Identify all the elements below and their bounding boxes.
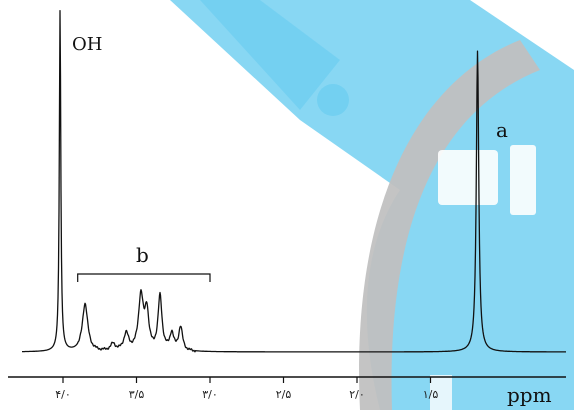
x-tick-label: ۱/۵	[423, 388, 439, 401]
x-tick-label: ۲/۵	[276, 388, 292, 401]
x-tick-label: ۴/۰	[55, 388, 71, 401]
spectrum-trace	[21, 9, 567, 353]
watermark-gray-arc	[359, 40, 540, 410]
peak-label-oh: OH	[72, 34, 102, 55]
peak-label-a: a	[496, 118, 508, 142]
x-axis-ticks: ۴/۰ ۳/۵ ۳/۰ ۲/۵ ۲/۰ ۱/۵	[55, 377, 438, 401]
group-label-b: b	[136, 243, 149, 267]
x-tick-label: ۲/۰	[349, 388, 365, 401]
watermark-logo	[170, 0, 574, 410]
watermark-glyph-bar-2	[510, 145, 536, 215]
x-tick-label: ۳/۰	[202, 388, 218, 401]
x-tick-label: ۳/۵	[129, 388, 145, 401]
x-axis-label: ppm	[507, 383, 552, 407]
group-bracket-b	[77, 273, 211, 282]
watermark-circle-dot	[317, 84, 349, 116]
watermark-arrow-band	[200, 0, 340, 110]
watermark-glyph-bar	[438, 150, 498, 205]
watermark-glyph-bar-3	[430, 375, 452, 410]
